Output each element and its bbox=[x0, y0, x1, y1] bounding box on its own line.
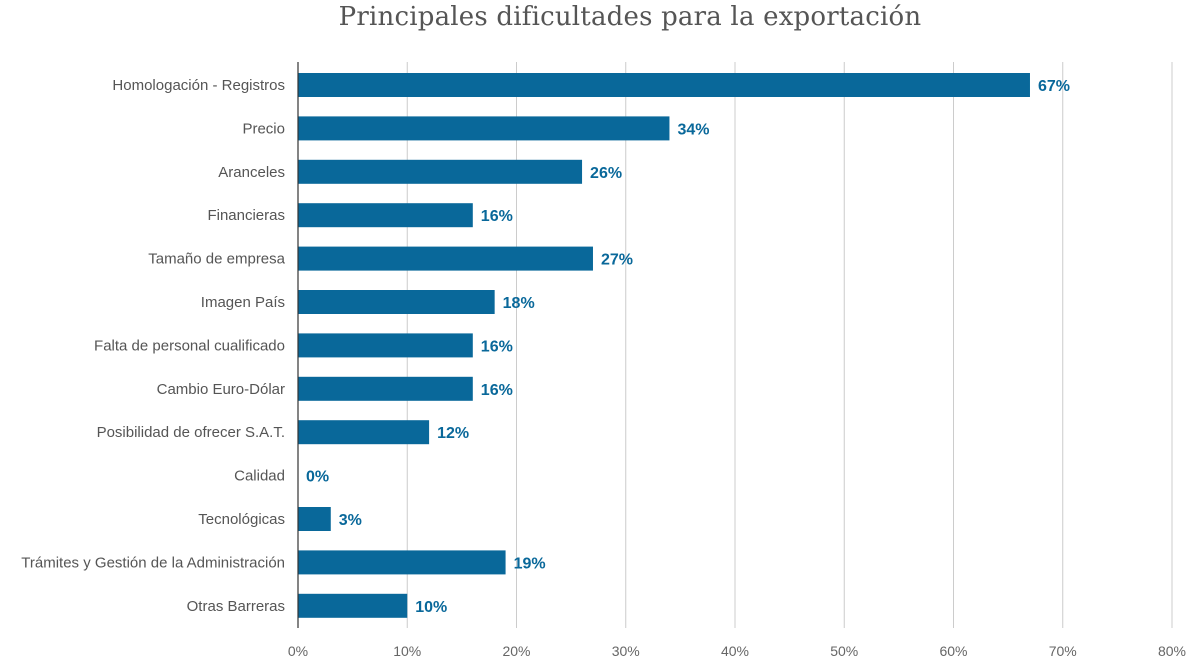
bar bbox=[298, 73, 1030, 97]
category-label: Calidad bbox=[234, 468, 285, 485]
x-tick-label: 0% bbox=[288, 643, 308, 659]
x-tick-label: 20% bbox=[502, 643, 530, 659]
bar bbox=[298, 593, 408, 618]
bar bbox=[298, 290, 495, 314]
data-label: 16% bbox=[481, 382, 513, 399]
chart-title: Principales dificultades para la exporta… bbox=[338, 2, 922, 32]
category-label: Imagen País bbox=[201, 294, 285, 311]
bar bbox=[298, 203, 473, 228]
category-label: Falta de personal cualificado bbox=[94, 337, 285, 354]
category-label: Otras Barreras bbox=[187, 598, 285, 615]
category-label: Tamaño de empresa bbox=[148, 251, 285, 268]
bar bbox=[298, 376, 473, 401]
bar bbox=[298, 550, 506, 575]
x-tick-label: 80% bbox=[1158, 643, 1186, 659]
data-label: 18% bbox=[503, 295, 535, 312]
bar bbox=[298, 507, 331, 531]
category-label: Trámites y Gestión de la Administración bbox=[21, 554, 285, 571]
data-label: 10% bbox=[415, 599, 447, 616]
bar bbox=[298, 159, 583, 184]
data-label: 19% bbox=[514, 555, 546, 572]
category-label: Cambio Euro-Dólar bbox=[157, 381, 285, 398]
data-label: 67% bbox=[1038, 78, 1070, 95]
x-tick-label: 30% bbox=[612, 643, 640, 659]
data-label: 0% bbox=[306, 469, 329, 486]
data-label: 16% bbox=[481, 208, 513, 225]
bar bbox=[298, 333, 473, 358]
category-label: Homologación - Registros bbox=[112, 77, 285, 94]
x-tick-label: 70% bbox=[1049, 643, 1077, 659]
x-tick-label: 60% bbox=[939, 643, 967, 659]
x-tick-label: 50% bbox=[830, 643, 858, 659]
data-label: 3% bbox=[339, 512, 362, 529]
data-label: 12% bbox=[437, 425, 469, 442]
category-label: Tecnológicas bbox=[198, 511, 285, 528]
category-label: Aranceles bbox=[218, 164, 285, 181]
data-label: 27% bbox=[601, 252, 633, 269]
category-label: Posibilidad de ofrecer S.A.T. bbox=[97, 424, 285, 441]
data-label: 16% bbox=[481, 338, 513, 355]
bar bbox=[298, 116, 670, 141]
x-tick-label: 10% bbox=[393, 643, 421, 659]
bar bbox=[298, 246, 593, 271]
data-label: 26% bbox=[590, 165, 622, 182]
bar bbox=[298, 420, 430, 445]
category-label: Financieras bbox=[207, 207, 285, 224]
category-label: Precio bbox=[242, 120, 285, 137]
data-label: 34% bbox=[677, 121, 709, 138]
x-tick-label: 40% bbox=[721, 643, 749, 659]
